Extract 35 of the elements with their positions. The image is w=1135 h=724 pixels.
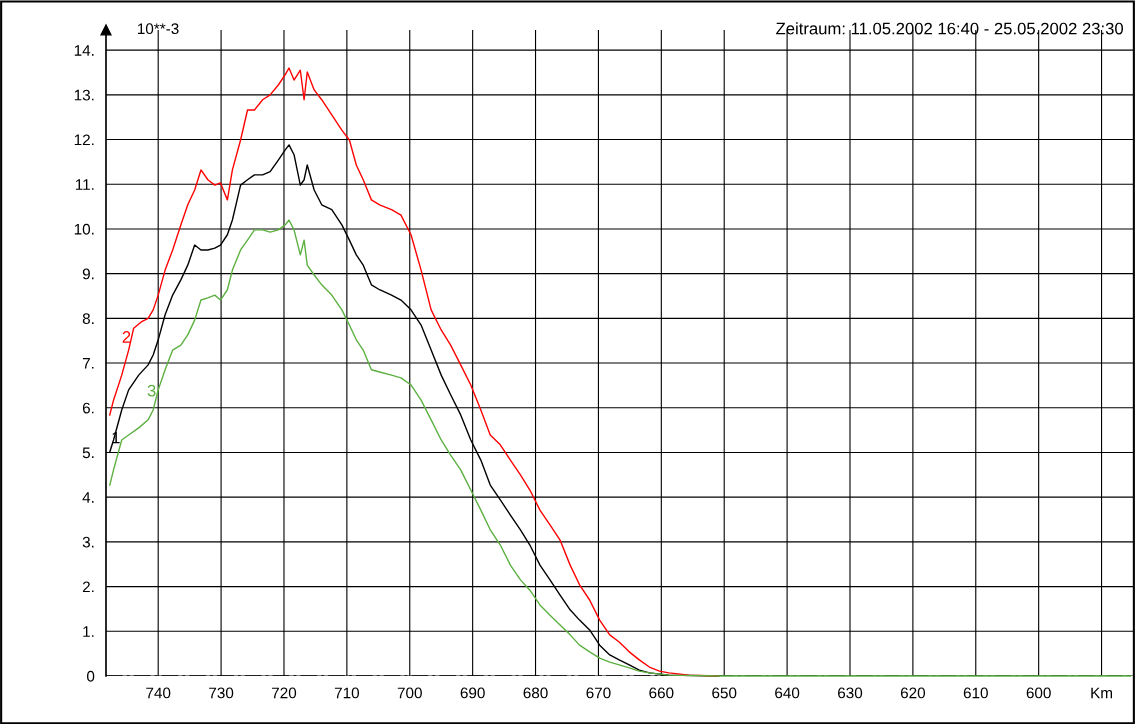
y-tick-label: 9.: [82, 268, 94, 280]
x-tick-label: 640: [775, 687, 800, 699]
y-tick-label: 1.: [83, 626, 94, 637]
y-axis-title: 10**-3: [137, 23, 179, 35]
x-tick-label: 650: [712, 687, 737, 699]
y-tick-label: 6.: [82, 402, 94, 414]
y-tick-label: 13.: [74, 89, 94, 101]
x-tick-label: 660: [649, 687, 674, 699]
x-tick-label: 680: [523, 687, 548, 699]
x-tick-label: 700: [397, 687, 422, 699]
y-tick-label: 11.: [75, 179, 94, 190]
y-tick-label: 10.: [74, 223, 94, 235]
x-tick-label: 600: [1026, 687, 1051, 699]
y-tick-label: 4.: [82, 492, 94, 503]
y-tick-label: 7.: [82, 358, 94, 369]
annotation: 3: [147, 384, 156, 397]
x-tick-label: 610: [963, 687, 988, 699]
x-tick-label: 670: [586, 687, 611, 699]
x-tick-label: 710: [334, 687, 360, 699]
x-tick-label: 720: [272, 687, 297, 699]
y-tick-label: 12.: [74, 134, 94, 146]
x-tick-label: 740: [146, 687, 171, 699]
x-tick-label: 730: [209, 687, 234, 699]
x-tick-label: 620: [900, 687, 926, 699]
y-tick-label: 2.: [82, 581, 94, 593]
chart-title: Zeitraum: 11.05.2002 16:40 - 25.05.2002 23:30: [776, 22, 1124, 35]
x-tick-label: 690: [460, 687, 485, 699]
x-tick-label: 630: [838, 687, 863, 699]
y-tick-label: 8.: [82, 313, 94, 325]
y-tick-label: 0: [86, 670, 95, 682]
annotation: 2: [122, 331, 131, 343]
x-tick-label: Km: [1091, 687, 1113, 699]
y-tick-label: 3.: [82, 536, 94, 548]
y-tick-label: 14.: [74, 45, 94, 56]
y-tick-label: 5.: [82, 447, 94, 459]
